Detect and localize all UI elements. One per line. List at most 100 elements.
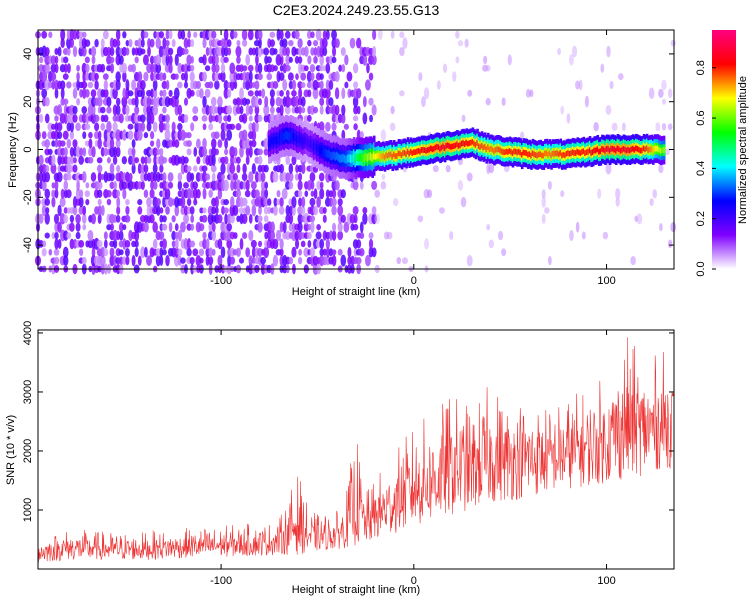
spectrogram-cell	[165, 80, 170, 90]
spectrogram-cell	[257, 221, 263, 233]
spectrogram-cell	[223, 87, 229, 99]
spectrogram-cell	[115, 79, 121, 91]
spectrogram-cell	[137, 206, 143, 215]
spectrogram-cell	[227, 254, 232, 267]
spectrogram-cell	[121, 129, 127, 142]
spectrogram-cell	[106, 106, 112, 114]
spectrogram-cell	[217, 214, 223, 224]
spectrogram-cell	[53, 248, 60, 256]
ridge-cell	[434, 144, 438, 151]
ridge-cell	[406, 148, 410, 155]
spectrogram-cell	[344, 54, 349, 66]
spectrogram-cell	[303, 65, 309, 72]
spectrogram-cell	[331, 29, 337, 40]
ridge-cell	[413, 149, 416, 156]
spectrogram-cell	[140, 156, 145, 165]
spectrogram-cell	[334, 38, 340, 49]
spectrogram-cell	[541, 189, 546, 199]
spectrogram-cell	[131, 163, 136, 175]
spectrogram-cell	[242, 39, 248, 47]
spectrogram-cell	[371, 206, 377, 215]
spectrogram-cell	[242, 97, 248, 107]
ridge-cell	[540, 152, 544, 159]
spectrogram-cell	[421, 96, 426, 108]
ridge-cell	[577, 149, 581, 156]
spectrogram-cell	[136, 129, 143, 141]
spectrogram-cell	[183, 37, 189, 49]
spectrogram-cell	[190, 64, 195, 72]
spectrogram-cell	[113, 180, 117, 190]
spectrogram-cell	[331, 122, 337, 131]
spectrogram-cell	[270, 64, 275, 73]
spectrogram-cell	[242, 180, 247, 190]
colorbar-tick-label: 0.4	[695, 161, 707, 176]
ridge-cell	[386, 152, 390, 159]
spectrogram-cell	[161, 53, 168, 66]
spectrogram-cell	[390, 30, 395, 39]
spectrogram-cell	[125, 87, 130, 100]
spectrogram-cell	[457, 180, 464, 191]
ridge-cell	[388, 151, 391, 158]
spectrogram-cell	[115, 71, 121, 82]
ridge-cell	[474, 142, 478, 148]
spectrogram-cell	[150, 88, 154, 99]
spectrogram-cell	[72, 105, 78, 115]
spectrogram-cell	[66, 122, 72, 132]
ridge-cell	[294, 133, 297, 142]
spectrogram-cell	[122, 172, 127, 182]
spectrogram-cell	[291, 79, 297, 91]
ridge-cell	[531, 150, 535, 157]
spectrogram-cell	[331, 114, 337, 123]
ridge-cell	[507, 149, 510, 155]
ridge-cell	[328, 149, 331, 158]
spectrogram-cell	[319, 53, 325, 66]
spectrogram-cell	[90, 172, 97, 182]
spectrogram-cell	[221, 173, 225, 181]
spectrogram-x-tick-label: 100	[597, 275, 615, 287]
ridge-cell	[278, 133, 282, 142]
spectrogram-cell	[310, 181, 315, 190]
ridge-cell	[399, 150, 402, 157]
spectrogram-cell	[307, 223, 312, 231]
spectrogram-cell	[272, 171, 279, 183]
spectrogram-cell	[313, 47, 318, 56]
spectrogram-cell	[229, 79, 235, 91]
ridge-cell	[405, 151, 408, 157]
ridge-cell	[400, 152, 404, 158]
spectrogram-cell	[205, 238, 210, 250]
spectrogram-cell	[51, 196, 56, 208]
spectrogram-cell	[159, 214, 164, 223]
spectrogram-cell	[54, 188, 59, 199]
spectrogram-cell	[177, 248, 183, 257]
spectrogram-cell	[48, 31, 53, 39]
spectrogram-cell	[54, 55, 59, 64]
ridge-cell	[437, 144, 441, 151]
spectrogram-cell	[301, 205, 306, 215]
spectrogram-cell	[235, 123, 242, 131]
spectrogram-cell	[62, 246, 69, 258]
spectrogram-cell	[257, 215, 263, 223]
spectrogram-cell	[241, 65, 248, 72]
spectrogram-cell	[501, 248, 507, 257]
spectrogram-cell	[217, 139, 223, 148]
spectrogram-cell	[199, 257, 204, 264]
spectrogram-cell	[51, 189, 56, 198]
spectrogram-cell	[41, 164, 47, 174]
spectrogram-cell	[63, 63, 68, 74]
ridge-cell	[342, 153, 345, 162]
ridge-cell	[403, 149, 407, 156]
spectrogram-cell	[165, 181, 170, 190]
spectrogram-cell	[112, 155, 118, 165]
spectrogram-cell	[122, 256, 127, 265]
spectrogram-cell	[466, 172, 473, 182]
spectrogram-cell	[464, 38, 469, 48]
spectrogram-cell	[208, 247, 213, 258]
spectrogram-cell	[303, 247, 310, 258]
spectrogram-cell	[306, 81, 312, 89]
spectrogram-cell	[54, 238, 59, 250]
spectrogram-cell	[239, 105, 244, 115]
spectrogram-cell	[75, 213, 81, 224]
spectrogram-cell	[81, 213, 87, 225]
spectrogram-cell	[76, 179, 80, 192]
spectrogram-cell	[295, 73, 299, 80]
